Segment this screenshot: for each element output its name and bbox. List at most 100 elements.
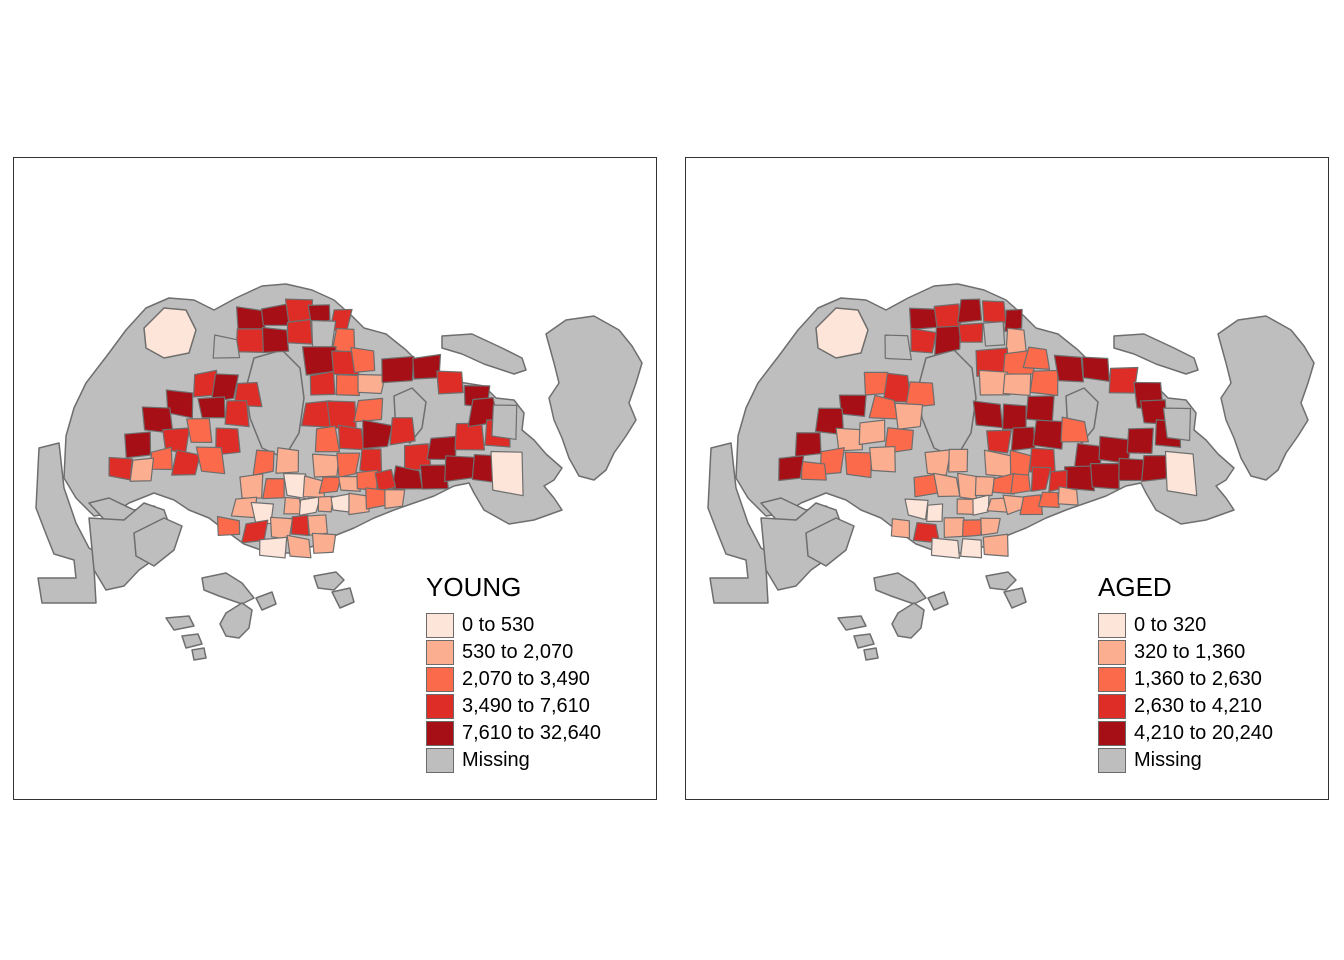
planning-zone	[778, 455, 805, 482]
planning-zone	[957, 298, 983, 324]
legend-swatch	[1098, 666, 1126, 692]
planning-zone	[311, 532, 337, 554]
legend-swatch	[1098, 612, 1126, 638]
map-panel-aged: AGED 0 to 320 320 to 1,360 1,360 to 2,63…	[685, 157, 1329, 800]
legend-item: 3,490 to 7,610	[426, 693, 601, 720]
planning-zone	[1063, 465, 1096, 492]
island-west-piers	[707, 442, 779, 604]
legend-swatch	[426, 720, 454, 746]
legend-swatch	[426, 693, 454, 719]
legend-item: Missing	[426, 747, 601, 774]
planning-zone	[838, 394, 867, 417]
island-south	[219, 602, 253, 639]
island-ubin	[441, 333, 527, 375]
zone-northwest	[815, 307, 869, 359]
island-south	[1003, 587, 1027, 609]
planning-zone	[1010, 426, 1036, 452]
planning-zone	[381, 355, 415, 384]
planning-zone	[197, 396, 226, 419]
planning-zone	[454, 422, 486, 451]
legend-swatch	[426, 612, 454, 638]
planning-zone	[311, 453, 340, 478]
planning-zone	[1053, 354, 1085, 383]
planning-zone	[1089, 463, 1120, 490]
planning-zone	[337, 475, 361, 492]
planning-zone	[1002, 403, 1027, 430]
legend-item: 7,610 to 32,640	[426, 720, 601, 747]
planning-zone	[835, 427, 863, 452]
planning-zone	[108, 456, 133, 481]
island-south	[255, 591, 277, 611]
legend-label: Missing	[462, 749, 530, 771]
legend-label: 0 to 530	[462, 614, 535, 636]
planning-zone	[908, 307, 939, 331]
planning-zone	[283, 496, 303, 515]
planning-zone	[972, 494, 990, 516]
planning-zone	[926, 503, 944, 522]
planning-zone	[235, 328, 265, 353]
planning-zone	[224, 399, 250, 428]
legend-item: Missing	[1098, 747, 1273, 774]
planning-zone	[311, 319, 337, 350]
planning-zone	[858, 419, 886, 446]
planning-zone	[958, 322, 984, 343]
planning-zones	[108, 298, 524, 559]
planning-zones	[778, 298, 1198, 559]
planning-zone	[286, 534, 312, 559]
island-south	[891, 602, 925, 639]
planning-zone	[924, 449, 952, 476]
planning-zone	[1025, 395, 1055, 422]
island-south	[985, 571, 1017, 591]
planning-zone	[1060, 416, 1089, 443]
planning-zone	[933, 303, 962, 330]
planning-zone	[992, 472, 1016, 495]
planning-zone	[890, 518, 911, 539]
planning-zone	[216, 515, 241, 537]
planning-zone	[252, 449, 275, 476]
planning-zone	[301, 346, 337, 376]
legend-label: 7,610 to 32,640	[462, 722, 602, 744]
planning-zone	[490, 450, 524, 497]
legend-label: 530 to 2,070	[462, 641, 574, 663]
planning-zone	[974, 475, 996, 497]
planning-zone	[195, 446, 226, 475]
legend-swatch	[426, 666, 454, 692]
planning-zone	[800, 460, 827, 481]
planning-zone	[982, 320, 1006, 347]
island-south	[201, 572, 255, 605]
legend-item: 0 to 530	[426, 612, 601, 639]
planning-zone	[1057, 486, 1079, 506]
planning-zone	[1030, 466, 1052, 492]
planning-zone	[1032, 419, 1065, 450]
planning-zone	[353, 397, 384, 423]
planning-zone	[844, 451, 872, 479]
planning-zone	[981, 300, 1007, 324]
planning-zone	[318, 476, 342, 494]
planning-zone	[389, 417, 416, 446]
legend-item: 4,210 to 20,240	[1098, 720, 1273, 747]
planning-zone	[794, 432, 822, 458]
planning-zone	[336, 452, 361, 478]
legend-label: Missing	[1134, 749, 1202, 771]
planning-zone	[491, 404, 518, 441]
planning-zone	[905, 381, 936, 409]
island-south	[181, 633, 203, 649]
legend-swatch	[426, 639, 454, 665]
choropleth-map-aged	[707, 283, 1315, 661]
planning-zone	[165, 389, 194, 419]
planning-zone	[1038, 491, 1060, 509]
planning-zone	[436, 370, 464, 395]
planning-zone	[124, 431, 152, 459]
planning-zone	[412, 353, 442, 380]
planning-zone	[309, 370, 336, 396]
planning-zone	[972, 400, 1004, 429]
island-tekong	[545, 315, 643, 481]
legend-label: 2,630 to 4,210	[1134, 695, 1262, 717]
island-south	[927, 591, 949, 611]
planning-zone	[300, 400, 332, 428]
planning-zone	[261, 326, 290, 354]
legend-swatch	[1098, 747, 1126, 773]
planning-zone	[129, 457, 155, 482]
legend-label: 0 to 320	[1134, 614, 1207, 636]
legend-swatch	[1098, 693, 1126, 719]
